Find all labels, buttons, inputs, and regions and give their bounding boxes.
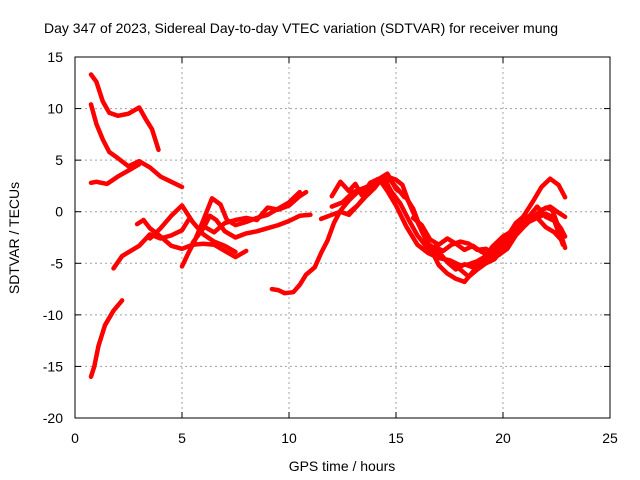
series-trace-9 bbox=[147, 203, 238, 255]
y-tick-label: -5 bbox=[51, 255, 64, 271]
x-tick-label: 10 bbox=[281, 430, 297, 446]
series-trace-4 bbox=[88, 298, 125, 379]
series-trace-10 bbox=[201, 189, 309, 235]
series-trace-2 bbox=[88, 102, 185, 190]
series-trace-15 bbox=[346, 171, 568, 285]
series-trace-6 bbox=[134, 217, 249, 260]
x-tick-label: 5 bbox=[178, 430, 186, 446]
y-tick-label: -15 bbox=[43, 358, 63, 374]
series-trace-3 bbox=[88, 162, 142, 187]
y-axis-title: SDTVAR / TECUs bbox=[6, 182, 22, 294]
series-trace-8 bbox=[190, 212, 313, 245]
x-tick-labels: 0 5 10 15 20 25 bbox=[71, 430, 618, 446]
y-tick-label: 5 bbox=[55, 152, 63, 168]
x-tick-label: 20 bbox=[495, 430, 511, 446]
y-tick-label: 10 bbox=[47, 101, 63, 117]
y-tick-label: -10 bbox=[43, 307, 63, 323]
y-tick-label: 15 bbox=[47, 49, 63, 65]
y-tick-label: -20 bbox=[43, 410, 63, 426]
x-axis-title: GPS time / hours bbox=[289, 458, 396, 474]
x-tick-label: 25 bbox=[602, 430, 618, 446]
x-tick-label: 15 bbox=[388, 430, 404, 446]
series-trace-1 bbox=[88, 72, 161, 153]
x-tick-label: 0 bbox=[71, 430, 79, 446]
series-trace-5 bbox=[111, 217, 191, 271]
series-trace-16 bbox=[410, 204, 568, 259]
series-trace-17 bbox=[432, 215, 566, 257]
data-series bbox=[88, 72, 568, 379]
chart-title: Day 347 of 2023, Sidereal Day-to-day VTE… bbox=[44, 20, 558, 36]
plot-frame bbox=[74, 56, 611, 419]
y-tick-labels: -20 -15 -10 -5 0 5 10 15 bbox=[43, 49, 63, 426]
y-tick-label: 0 bbox=[55, 204, 63, 220]
grid-lines bbox=[75, 57, 610, 418]
